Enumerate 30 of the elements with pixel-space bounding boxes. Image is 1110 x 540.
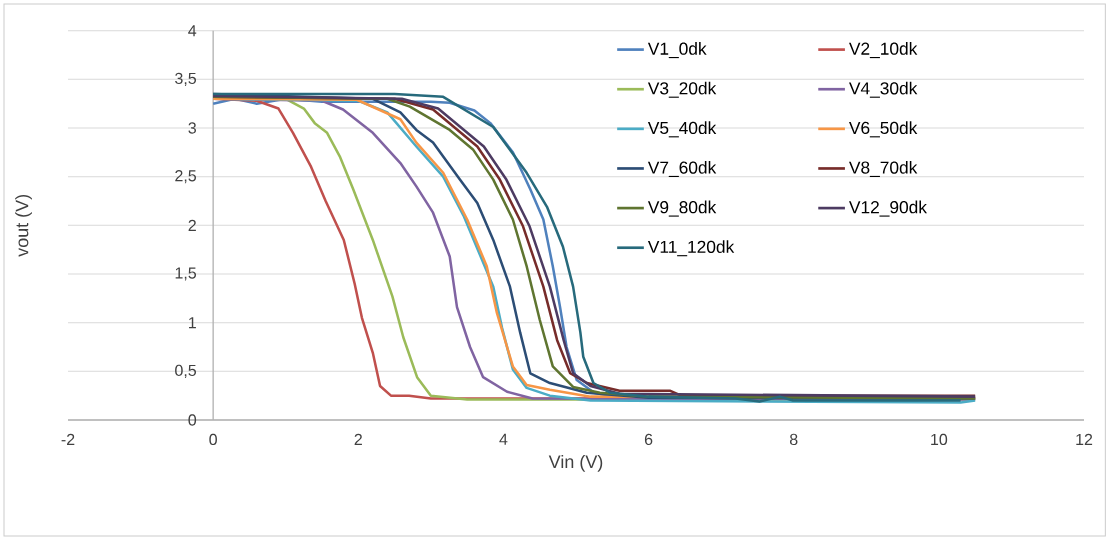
x-tick-label: 12 bbox=[1076, 433, 1093, 445]
y-tick-label: 3 bbox=[188, 122, 196, 134]
x-tick-label: 2 bbox=[354, 433, 362, 445]
y-tick-label: 0,5 bbox=[175, 364, 197, 378]
y-tick-label: 1,5 bbox=[175, 267, 197, 281]
legend-label: V2_10dk bbox=[849, 42, 918, 59]
y-tick-label: 2,5 bbox=[175, 170, 197, 184]
x-tick-label: 10 bbox=[931, 433, 948, 446]
y-tick-label: 1 bbox=[189, 317, 196, 329]
x-tick-label: 8 bbox=[789, 433, 798, 446]
x-tick-label: 4 bbox=[499, 433, 508, 445]
legend-label: V1_0dk bbox=[647, 42, 707, 59]
x-axis-title: Vin (V) bbox=[548, 454, 603, 472]
y-tick-label: 2 bbox=[188, 219, 196, 231]
legend-label: V4_30dk bbox=[849, 81, 918, 98]
legend-label: V9_80dk bbox=[647, 200, 717, 217]
legend-label: V7_60dk bbox=[647, 160, 717, 177]
y-tick-label: 4 bbox=[188, 25, 197, 37]
legend-label: V6_50dk bbox=[849, 121, 918, 138]
x-tick-label: -2 bbox=[61, 433, 75, 445]
legend-label: V5_40dk bbox=[647, 121, 717, 138]
legend-label: V12_90dk bbox=[849, 200, 928, 217]
x-tick-label: 6 bbox=[644, 433, 653, 446]
y-tick-label: 0 bbox=[188, 414, 197, 426]
legend-label: V8_70dk bbox=[849, 160, 918, 177]
legend-label: V11_120dk bbox=[647, 240, 735, 257]
y-axis-title: vout (V) bbox=[15, 194, 32, 257]
x-tick-label: 0 bbox=[209, 433, 217, 446]
legend-label: V3_20dk bbox=[647, 81, 717, 98]
y-tick-label: 3,5 bbox=[175, 72, 197, 86]
